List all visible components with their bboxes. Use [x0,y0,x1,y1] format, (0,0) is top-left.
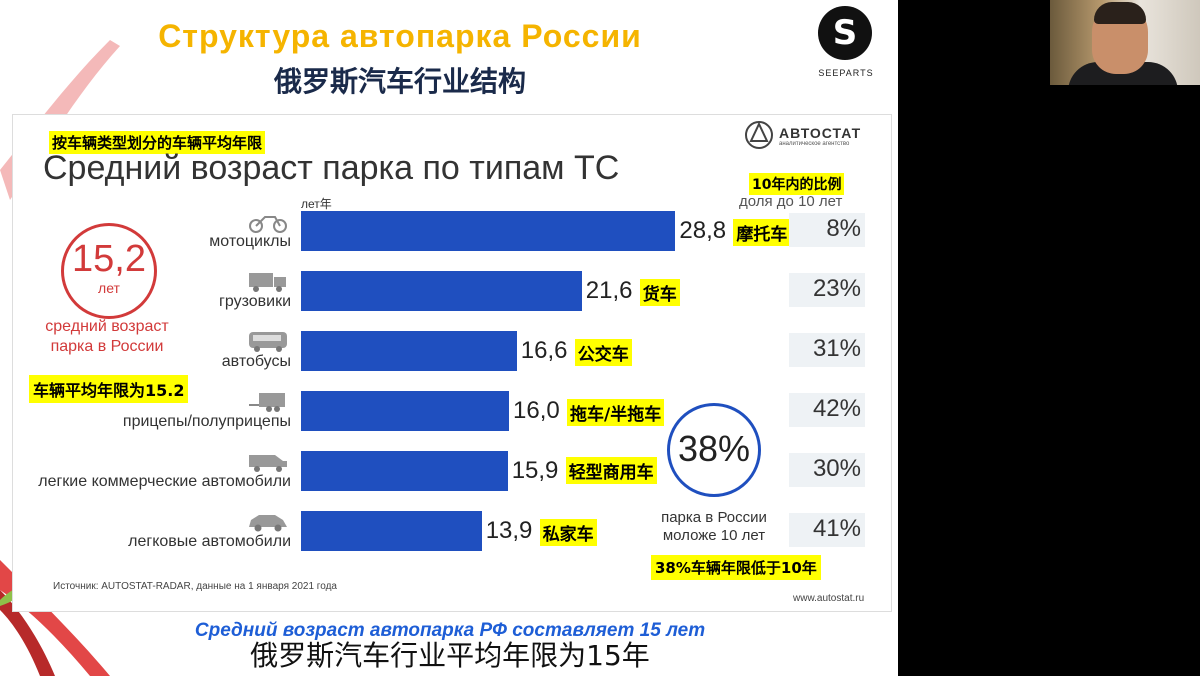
bar-label-zh: 公交车 [574,339,632,366]
share-value: 23% [812,275,861,302]
bar-label-zh: 轻型商用车 [565,457,657,484]
bar-value-label: 16,6 [520,337,568,364]
share-cell: 31% [789,333,865,367]
chart-panel: 按车辆类型划分的车辆平均年限 Средний возраст парка по … [12,114,892,612]
share-value: 41% [812,515,861,542]
average-age-note-zh: 车辆平均年限为15.2 [29,375,189,403]
source-note: Источник: AUTOSTAT-RADAR, данные на 1 ян… [53,581,337,592]
unit-label: лет年 [301,197,332,211]
share-value: 31% [812,335,861,362]
truck-icon [249,273,286,292]
category-label: мотоциклы [209,233,291,250]
bar [301,451,508,491]
category-label: грузовики [219,293,291,310]
bar [301,271,582,311]
bottom-caption-ru: Средний возраст автопарка РФ составляет … [194,620,706,641]
webcam-feed [1050,0,1200,85]
autostat-brand: АВТОСТАТ [779,125,862,141]
bar-label-zh: 私家车 [539,519,597,546]
presenter-hair [1094,2,1146,24]
share-cell: 8% [789,213,865,247]
bar-value-label: 16,0 [513,397,560,424]
bar [301,391,509,431]
bar-value-label: 13,9 [485,517,533,544]
category-label: легкие коммерческие автомобили [38,473,291,490]
share-value: 8% [826,215,861,242]
average-age-value: 15,2 [72,238,146,280]
young-share-caption-line1: парка в России [661,509,767,526]
young-share-circle: 38% [667,403,761,497]
average-age-caption-line2: парка в России [50,338,164,355]
presentation-slide: Структура автопарка России 俄罗斯汽车行业结构 S S… [0,0,898,676]
average-age-caption: средний возраст парка в России [37,317,177,357]
van-icon [249,455,287,472]
slide-title-ru: Структура автопарка России [158,18,642,54]
bar-value-label: 28,8 [679,217,727,244]
share-cell: 42% [789,393,865,427]
bar-value-label: 15,9 [511,457,559,484]
share-cell: 30% [789,453,865,487]
average-age-caption-line1: средний возраст [45,318,169,335]
share-column-header: доля до 10 лет [739,193,843,210]
young-share-caption: парка в России моложе 10 лет [649,509,779,545]
share-value: 30% [812,455,861,482]
slide-title-zh: 俄罗斯汽车行业结构 [273,65,526,98]
bar [301,511,482,551]
autostat-logo: АВТОСТАТ аналитическое агентство [743,119,883,151]
motorcycle-icon [249,216,287,233]
share-cell: 41% [789,513,865,547]
share-cell: 23% [789,273,865,307]
autostat-brand-sub: аналитическое агентство [779,141,850,147]
young-share-note-zh: 38%车辆年限低于10年 [651,555,821,580]
bar-value-label: 21,6 [585,277,633,304]
bar-label-zh: 拖车/半拖车 [567,399,665,426]
bar [301,211,676,251]
young-share-caption-line2: моложе 10 лет [662,527,766,544]
young-share-value: 38% [677,428,751,469]
average-age-unit: лет [98,280,120,296]
category-label: легковые автомобили [128,533,291,550]
source-site: www.autostat.ru [793,593,865,604]
autostat-emblem-icon [745,121,773,149]
chart-subtitle-zh: 按车辆类型划分的车辆平均年限 [49,131,266,154]
category-label: автобусы [221,353,291,370]
bar [301,331,517,371]
seeparts-logo-mark: S [818,6,872,60]
seeparts-logo-text: SEEPARTS [818,68,874,78]
chart-title: Средний возраст парка по типам ТС [43,149,620,187]
category-label: прицепы/полуприцепы [122,413,291,430]
car-icon [249,515,287,532]
screen-black-area [898,0,1200,676]
bar-label-zh: 货车 [639,279,680,306]
seeparts-logo: S SEEPARTS [796,4,896,82]
trailer-icon [249,393,285,412]
average-age-circle: 15,2 лет [61,223,157,319]
bus-icon [249,332,287,352]
bottom-caption-zh: 俄罗斯汽车行业平均年限为15年 [250,639,650,672]
bar-label-zh: 摩托车 [733,219,791,246]
share-value: 42% [812,395,861,422]
share-column-header-zh: 10年内的比例 [749,173,845,195]
